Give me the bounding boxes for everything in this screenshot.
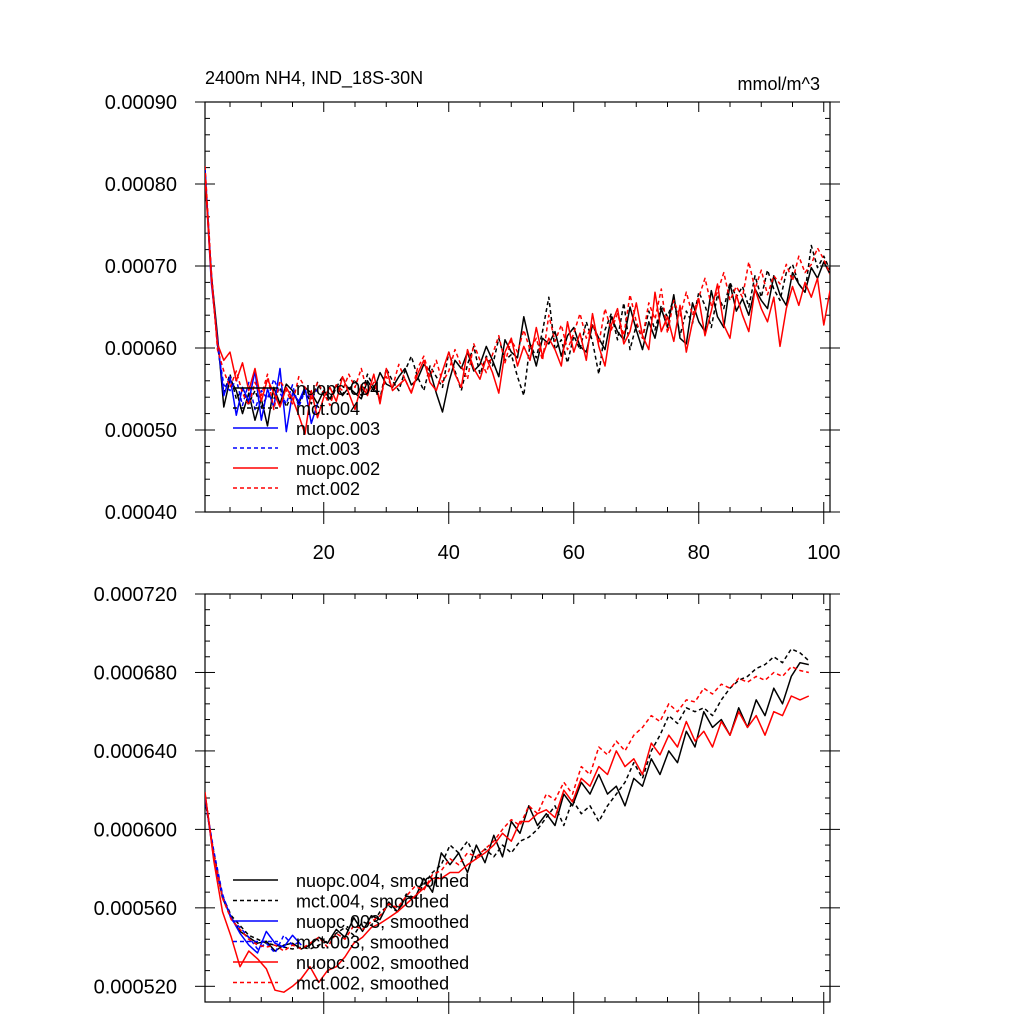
y-tick-label: 0.000640 [94,741,177,763]
legend-label: nuopc.002 [296,459,380,479]
x-tick-label: 20 [313,542,335,564]
bottom-panel: 0.000520 0.000560 0.000600 0.000640 0.000680… [94,584,840,1014]
x-tick-label: 40 [438,542,460,564]
top-panel: 20 40 60 80 100 0.00040 0.00050 0.00060 0.00070 0… [105,68,841,564]
legend-label: nuopc.004, smoothed [296,871,469,891]
x-tick-label: 100 [807,542,840,564]
series-group [205,648,810,993]
legend-label: nuopc.002, smoothed [296,953,469,973]
series-line [205,175,830,435]
series-line [205,795,302,954]
y-tick-label: 0.000680 [94,662,177,684]
y-tick-label: 0.00050 [105,420,177,442]
series-line [205,797,302,954]
series-line [205,165,830,411]
legend-label: mct.002 [296,479,360,499]
y-tick-label: 0.00040 [105,502,177,524]
legend-label: mct.004, smoothed [296,892,449,912]
series-line [205,171,319,433]
legend-label: mct.003, smoothed [296,933,449,953]
plot-frame [204,101,831,513]
legend-label: mct.004 [296,399,360,419]
chart-units: mmol/m^3 [738,74,820,94]
series-line [205,648,810,950]
legend-label: mct.002, smoothed [296,974,449,994]
series-line [205,665,809,952]
series-line [205,695,810,993]
y-tick-label: 0.00080 [105,174,177,196]
y-tick-label: 0.000720 [94,584,177,606]
legend-label: nuopc.004 [296,379,380,399]
x-tick-label: 60 [563,542,585,564]
series-line [205,167,319,411]
legend-label: nuopc.003 [296,419,380,439]
legend-label: mct.003 [296,439,360,459]
legend: nuopc.004mct.004nuopc.003mct.003nuopc.00… [233,379,380,499]
y-tick-label: 0.00060 [105,338,177,360]
series-line [205,174,830,427]
legend-label: nuopc.003, smoothed [296,912,469,932]
chart-title: 2400m NH4, IND_18S-30N [205,68,423,89]
y-tick-label: 0.00090 [105,92,177,114]
series-line [205,661,809,952]
y-tick-label: 0.000520 [94,976,177,998]
y-tick-label: 0.00070 [105,256,177,278]
series-group [205,165,830,435]
y-tick-label: 0.000560 [94,898,177,920]
x-tick-label: 80 [688,542,710,564]
series-line [205,169,830,408]
y-tick-label: 0.000600 [94,819,177,841]
